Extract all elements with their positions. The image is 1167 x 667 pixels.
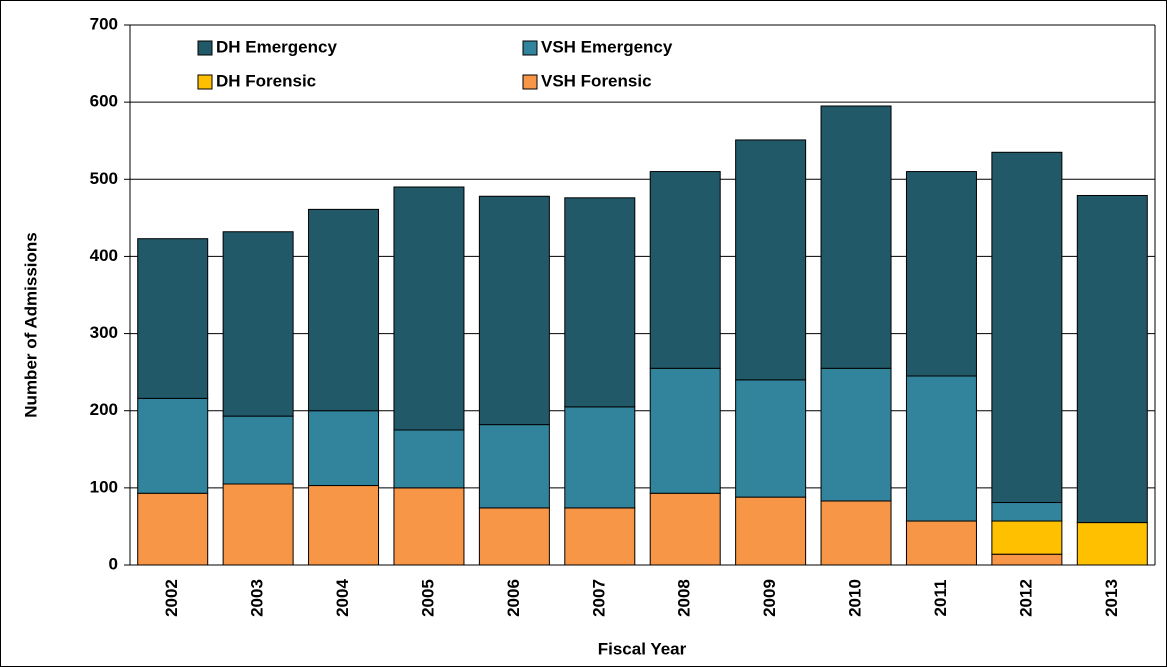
legend-swatch: [522, 40, 538, 56]
bar-segment: [649, 492, 721, 566]
y-tick-label: 700: [90, 14, 118, 33]
bar-segment: [735, 496, 807, 566]
x-tick-label: 2011: [931, 580, 950, 617]
x-tick-label: 2006: [504, 579, 523, 617]
x-tick-label: 2002: [162, 579, 181, 617]
y-axis-title: Number of Admissions: [21, 232, 40, 417]
y-tick-label: 0: [109, 554, 118, 573]
bar-segment: [991, 520, 1063, 555]
y-tick-label: 600: [90, 92, 118, 111]
bar-segment: [222, 483, 294, 566]
bar-segment: [649, 367, 721, 494]
x-tick-label: 2013: [1102, 579, 1121, 617]
y-tick-label: 500: [90, 169, 118, 188]
bar-segment: [137, 492, 209, 566]
x-tick-label: 2012: [1016, 579, 1035, 617]
y-tick-label: 200: [90, 400, 118, 419]
bar-segment: [991, 502, 1063, 522]
bar-segment: [991, 151, 1063, 504]
bar-segment: [1076, 194, 1148, 524]
bar-segment: [905, 375, 977, 522]
bar-segment: [820, 105, 892, 369]
x-tick-label: 2004: [333, 579, 352, 617]
bar-segment: [308, 485, 380, 566]
bar-segment: [308, 410, 380, 487]
bar-segment: [478, 507, 550, 566]
x-tick-label: 2010: [846, 579, 865, 617]
bar-segment: [564, 406, 636, 509]
legend-label: VSH Emergency: [541, 37, 673, 56]
legend-swatch: [197, 40, 213, 56]
y-tick-label: 400: [90, 246, 118, 265]
x-axis-title: Fiscal Year: [598, 639, 687, 658]
bar-segment: [393, 429, 465, 489]
x-tick-label: 2008: [675, 579, 694, 617]
bar-segment: [137, 238, 209, 399]
bar-segment: [905, 520, 977, 566]
x-tick-label: 2003: [248, 579, 267, 617]
bar-segment: [905, 171, 977, 377]
y-tick-label: 300: [90, 323, 118, 342]
bar-segment: [820, 367, 892, 502]
bar-segment: [393, 487, 465, 566]
bar-segment: [1076, 522, 1148, 566]
legend-label: DH Emergency: [216, 37, 337, 56]
bar-segment: [735, 139, 807, 381]
legend-label: VSH Forensic: [541, 71, 652, 90]
legend-swatch: [197, 74, 213, 90]
bar-segment: [820, 500, 892, 566]
bar-segment: [564, 197, 636, 408]
legend-swatch: [522, 74, 538, 90]
bar-segment: [478, 195, 550, 426]
x-tick-label: 2007: [589, 579, 608, 617]
bar-segment: [564, 507, 636, 566]
bar-segment: [991, 553, 1063, 566]
bar-segment: [649, 171, 721, 369]
y-tick-label: 100: [90, 477, 118, 496]
bar-segment: [137, 397, 209, 494]
bar-segment: [735, 379, 807, 498]
x-tick-label: 2005: [418, 579, 437, 617]
bar-segment: [308, 208, 380, 412]
legend-label: DH Forensic: [216, 71, 316, 90]
bar-segment: [222, 415, 294, 485]
bar-segment: [222, 231, 294, 417]
bar-segment: [478, 424, 550, 509]
x-tick-label: 2009: [760, 579, 779, 617]
bar-segment: [393, 186, 465, 431]
